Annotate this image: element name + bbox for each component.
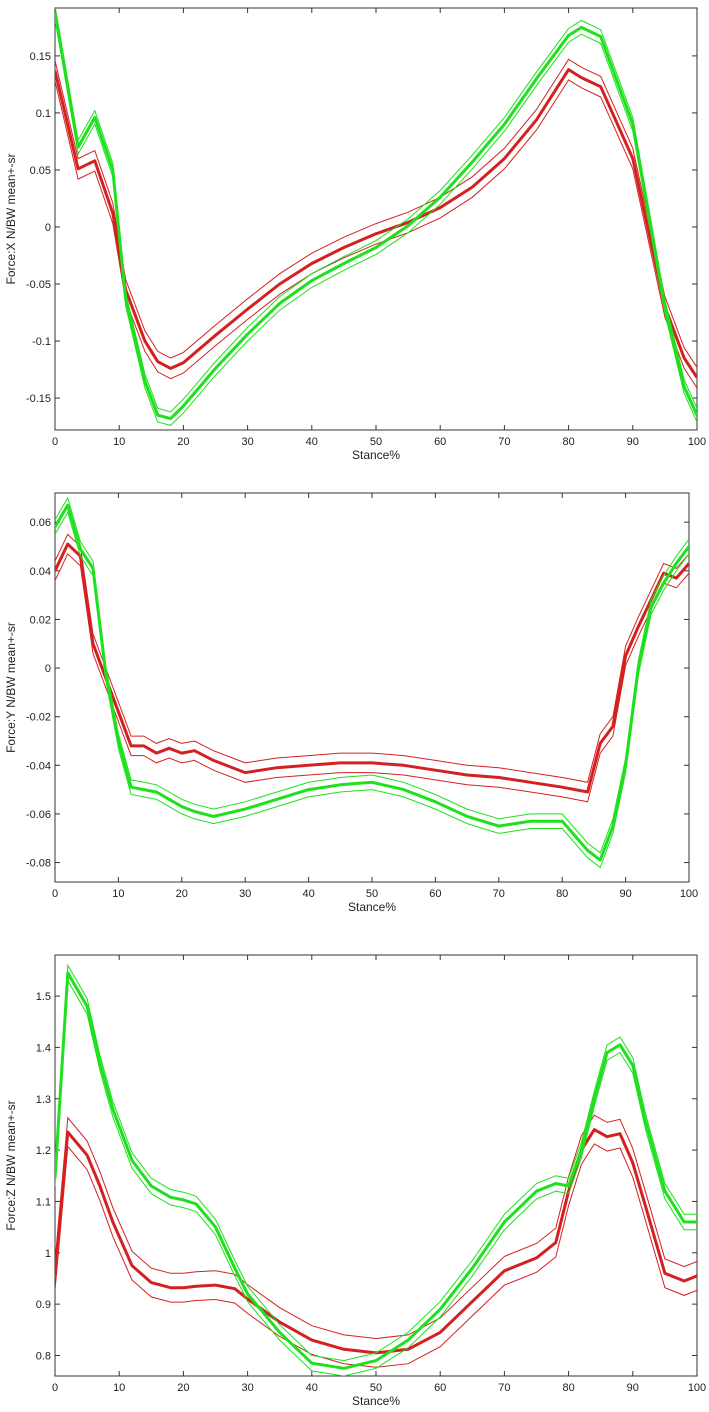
- x-tick-label: 70: [498, 1382, 510, 1394]
- x-tick-label: 40: [306, 1382, 318, 1394]
- x-tick-label: 50: [370, 1382, 382, 1394]
- x-axis-label: Stance%: [352, 448, 400, 462]
- plot-frame: [54, 7, 698, 431]
- x-tick-label: 0: [52, 888, 58, 900]
- y-tick-label: 0: [45, 222, 51, 234]
- x-tick-label: 100: [680, 888, 698, 900]
- x-tick-label: 10: [113, 436, 125, 448]
- red-mean-lower-band: [55, 552, 689, 803]
- y-tick-label: 0.04: [30, 566, 51, 578]
- green-mean-upper-band: [55, 8, 697, 413]
- x-tick-label: 80: [556, 888, 568, 900]
- y-tick-label: 0.06: [30, 517, 51, 529]
- x-tick-label: 90: [627, 1382, 639, 1394]
- x-tick-label: 100: [688, 436, 706, 448]
- x-tick-label: 20: [177, 1382, 189, 1394]
- green-mean-line: [55, 12, 697, 421]
- y-tick-label: 0.1: [36, 108, 51, 120]
- red-mean-upper-band: [55, 1114, 697, 1340]
- y-tick-label: 1.5: [36, 991, 51, 1003]
- x-tick-label: 100: [688, 1382, 706, 1394]
- x-tick-label: 10: [112, 888, 124, 900]
- plot-frame: [54, 492, 690, 883]
- y-tick-label: 0: [45, 663, 51, 675]
- chart-2: 0 10 20 30 40 50 60 70 80 90 100 -0.08 -0.06 -0.04 -0.…: [4, 492, 698, 914]
- series-group: [55, 496, 689, 869]
- y-tick-label: 1.1: [36, 1196, 51, 1208]
- y-tick-label: 0.15: [30, 51, 51, 63]
- y-tick-label: 1.2: [36, 1145, 51, 1157]
- x-axis-label: Stance%: [348, 900, 396, 914]
- y-tick-label: -0.08: [26, 858, 51, 870]
- chart-1: 0 10 20 30 40 50 60 70 80 90 100 -0.15 -0.1 -0.05 0 0.0…: [4, 7, 706, 462]
- y-tick-label: -0.06: [26, 809, 51, 821]
- red-mean-line: [55, 542, 689, 794]
- y-axis-label: Force:Y N/BW mean+-sr: [4, 622, 18, 753]
- green-mean-line: [55, 971, 697, 1370]
- x-tick-label: 90: [619, 888, 631, 900]
- x-tick-label: 30: [239, 888, 251, 900]
- green-mean-upper-band: [55, 963, 697, 1362]
- y-tick-label: 0.05: [30, 165, 51, 177]
- x-tick-label: 80: [562, 436, 574, 448]
- x-axis-label: Stance%: [352, 1394, 400, 1408]
- x-tick-label: 30: [241, 1382, 253, 1394]
- x-tick-label: 50: [370, 436, 382, 448]
- red-mean-upper-band: [55, 58, 697, 368]
- plot-frame: [54, 954, 698, 1377]
- x-tick-label: 70: [498, 436, 510, 448]
- x-tick-label: 90: [627, 436, 639, 448]
- x-tick-label: 0: [52, 1382, 58, 1394]
- x-tick-label: 20: [177, 436, 189, 448]
- green-mean-lower-band: [55, 511, 689, 869]
- x-tick-label: 60: [434, 1382, 446, 1394]
- y-tick-label: 1.4: [36, 1042, 51, 1054]
- y-tick-label: 1.3: [36, 1094, 51, 1106]
- y-tick-label: -0.15: [26, 393, 51, 405]
- y-axis-label: Force:Z N/BW mean+-sr: [4, 1100, 18, 1230]
- green-mean-upper-band: [55, 496, 689, 854]
- x-tick-label: 10: [113, 1382, 125, 1394]
- green-mean-lower-band: [55, 19, 697, 426]
- green-mean-line: [55, 503, 689, 862]
- y-axis-label: Force:X N/BW mean+-sr: [4, 153, 18, 284]
- y-tick-label: -0.02: [26, 712, 51, 724]
- x-tick-label: 50: [366, 888, 378, 900]
- series-group: [55, 963, 697, 1376]
- x-tick-label: 60: [434, 436, 446, 448]
- red-mean-line: [55, 68, 697, 379]
- x-tick-label: 40: [302, 888, 314, 900]
- x-tick-label: 60: [429, 888, 441, 900]
- x-tick-label: 20: [176, 888, 188, 900]
- x-tick-label: 40: [306, 436, 318, 448]
- red-mean-line: [55, 1128, 697, 1355]
- x-tick-label: 80: [562, 1382, 574, 1394]
- y-tick-label: 0.8: [36, 1350, 51, 1362]
- red-mean-upper-band: [55, 533, 689, 783]
- green-mean-lower-band: [55, 979, 697, 1376]
- y-tick-label: 0.9: [36, 1299, 51, 1311]
- chart-3: 0 10 20 30 40 50 60 70 80 90 100 0.8 0.9 1 1.1 1.2 1.3 1.…: [4, 954, 706, 1408]
- x-tick-label: 0: [52, 436, 58, 448]
- y-tick-label: -0.05: [26, 279, 51, 291]
- y-tick-label: -0.04: [26, 760, 51, 772]
- series-group: [55, 8, 697, 426]
- x-tick-label: 70: [493, 888, 505, 900]
- y-tick-label: -0.1: [32, 336, 51, 348]
- y-tick-label: 0.02: [30, 614, 51, 626]
- y-tick-label: 1: [45, 1248, 51, 1260]
- red-mean-lower-band: [55, 1143, 697, 1368]
- red-mean-lower-band: [55, 79, 697, 389]
- x-tick-label: 30: [241, 436, 253, 448]
